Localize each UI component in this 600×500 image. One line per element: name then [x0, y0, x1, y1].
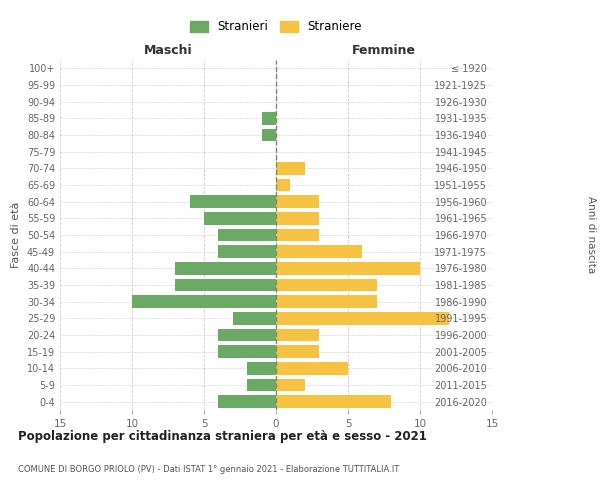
- Bar: [276, 229, 319, 241]
- Bar: [276, 262, 420, 274]
- Bar: [276, 179, 290, 192]
- Bar: [276, 246, 362, 258]
- Text: COMUNE DI BORGO PRIOLO (PV) - Dati ISTAT 1° gennaio 2021 - Elaborazione TUTTITAL: COMUNE DI BORGO PRIOLO (PV) - Dati ISTAT…: [18, 465, 399, 474]
- Bar: [276, 379, 305, 391]
- Bar: [218, 246, 276, 258]
- Bar: [190, 196, 276, 208]
- Bar: [175, 262, 276, 274]
- Text: Maschi: Maschi: [143, 44, 193, 57]
- Bar: [233, 312, 276, 324]
- Bar: [218, 346, 276, 358]
- Text: Popolazione per cittadinanza straniera per età e sesso - 2021: Popolazione per cittadinanza straniera p…: [18, 430, 427, 443]
- Bar: [276, 162, 305, 174]
- Bar: [276, 329, 319, 341]
- Bar: [276, 279, 377, 291]
- Bar: [262, 129, 276, 141]
- Bar: [276, 196, 319, 208]
- Bar: [132, 296, 276, 308]
- Legend: Stranieri, Straniere: Stranieri, Straniere: [187, 17, 365, 37]
- Text: Femmine: Femmine: [352, 44, 416, 57]
- Bar: [175, 279, 276, 291]
- Text: Anni di nascita: Anni di nascita: [586, 196, 596, 274]
- Bar: [276, 396, 391, 408]
- Bar: [247, 362, 276, 374]
- Bar: [276, 362, 348, 374]
- Bar: [204, 212, 276, 224]
- Bar: [276, 296, 377, 308]
- Bar: [276, 212, 319, 224]
- Bar: [218, 229, 276, 241]
- Bar: [218, 396, 276, 408]
- Y-axis label: Fasce di età: Fasce di età: [11, 202, 21, 268]
- Bar: [276, 346, 319, 358]
- Bar: [247, 379, 276, 391]
- Bar: [218, 329, 276, 341]
- Bar: [276, 312, 449, 324]
- Bar: [262, 112, 276, 124]
